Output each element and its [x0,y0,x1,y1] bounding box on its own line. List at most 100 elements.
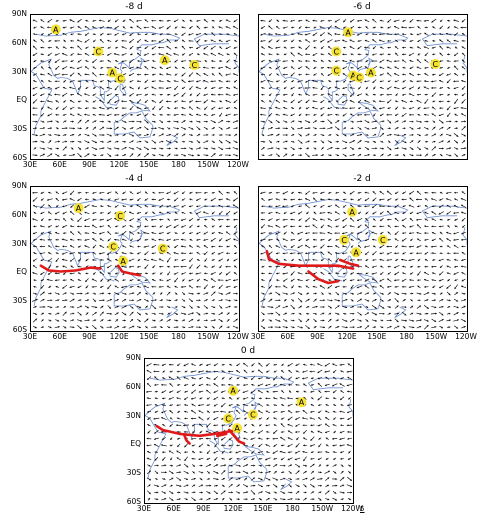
longitude-label: 120W [455,332,477,341]
wind-vector-arrow [210,319,216,322]
wind-vector-arrow [281,390,285,394]
wind-vector-arrow [114,39,119,43]
wind-vector-arrow [417,279,421,282]
wind-vector-arrow [107,238,112,242]
wind-vector-arrow [218,190,223,196]
wind-vector-arrow [218,318,223,322]
wind-vector-arrow [184,456,188,462]
wind-vector-arrow [282,272,289,275]
wind-vector-arrow [173,197,179,202]
wind-vector-arrow [343,312,347,315]
coastline [307,377,353,391]
wind-vector-arrow [203,312,209,315]
wind-vector-arrow [409,197,414,202]
wind-vector-arrow [327,299,333,302]
wind-vector-arrow [39,252,46,255]
wind-vector-arrow [297,291,303,296]
wind-vector-arrow [373,86,376,90]
wind-vector-arrow [371,272,378,275]
wind-vector-arrow [153,417,160,420]
wind-vector-arrow [387,18,392,23]
wind-vector-arrow [283,299,287,302]
wind-vector-arrow [210,100,216,103]
wind-vector-arrow [371,265,377,268]
wind-vector-arrow [356,93,363,97]
wind-vector-arrow [333,457,337,461]
wind-vector-arrow [174,299,178,302]
wind-vector-arrow [287,423,293,427]
wind-vector-arrow [268,292,273,295]
wind-vector-arrow [447,86,451,89]
wind-vector-arrow [121,238,127,241]
wind-vector-arrow [204,272,208,275]
wind-vector-arrow [196,39,201,43]
wind-vector-arrow [242,491,249,494]
wind-vector-arrow [114,120,119,123]
wind-vector-arrow [453,271,459,275]
wind-vector-arrow [98,106,105,110]
wind-vector-arrow [166,133,172,136]
wind-vector-arrow [232,120,239,123]
wind-vector-arrow [275,231,281,235]
wind-vector-arrow [409,140,414,144]
wind-vector-arrow [47,231,52,235]
wind-vector-arrow [431,211,437,215]
wind-vector-arrow [129,66,135,69]
wind-vector-arrow [379,147,384,150]
wind-vector-arrow [283,245,288,248]
latitude-label: EQ [16,267,27,277]
wind-vector-arrow [348,450,351,454]
wind-vector-arrow [365,272,369,275]
wind-vector-arrow [298,113,302,117]
wind-vector-arrow [446,112,451,118]
wind-vector-arrow [106,93,112,97]
trough-line [227,428,246,445]
wind-vector-arrow [54,53,60,56]
longitude-label: 60E [280,332,295,341]
wind-vector-arrow [317,471,322,474]
wind-vector-arrow [129,99,134,103]
wind-vector-arrow [424,72,429,77]
wind-vector-arrow [136,133,142,136]
wind-vector-arrow [312,197,317,202]
wind-vector-arrow [461,245,466,248]
wind-vector-arrow [327,218,333,222]
wind-vector-arrow [39,291,45,296]
wind-vector-arrow [144,93,149,96]
wind-vector-arrow [158,232,164,235]
wind-vector-arrow [347,397,352,400]
wind-vector-arrow [183,463,189,468]
wind-vector-arrow [461,52,466,57]
wind-vector-arrow [191,491,196,494]
wind-vector-arrow [261,100,265,103]
wind-vector-arrow [99,93,104,96]
wind-vector-arrow [268,218,273,221]
wind-vector-arrow [154,404,159,407]
wind-vector-arrow [260,252,266,255]
wind-vector-arrow [206,410,210,414]
wind-vector-arrow [77,140,82,143]
wind-vector-arrow [461,292,466,295]
wind-vector-arrow [317,497,322,501]
wind-vector-arrow [280,423,285,428]
wind-vector-arrow [295,377,300,380]
wind-vector-arrow [122,191,126,195]
wind-vector-arrow [346,370,353,373]
wind-vector-arrow [257,430,264,434]
wind-vector-arrow [85,326,89,329]
wind-vector-arrow [447,140,451,143]
wind-vector-arrow [192,470,195,474]
wind-vector-arrow [394,312,400,315]
wind-vector-arrow [364,292,370,295]
wind-vector-arrow [303,483,307,488]
longitude-label: 120E [223,504,243,513]
wind-vector-arrow [167,325,171,329]
wind-vector-arrow [225,39,231,43]
wind-vector-arrow [210,80,216,83]
wind-vector-arrow [114,107,119,110]
wind-vector-arrow [291,191,295,194]
wind-vector-arrow [272,429,278,434]
wind-vector-arrow [334,204,340,208]
wind-vector-arrow [174,140,179,143]
wind-vector-arrow [347,457,352,461]
